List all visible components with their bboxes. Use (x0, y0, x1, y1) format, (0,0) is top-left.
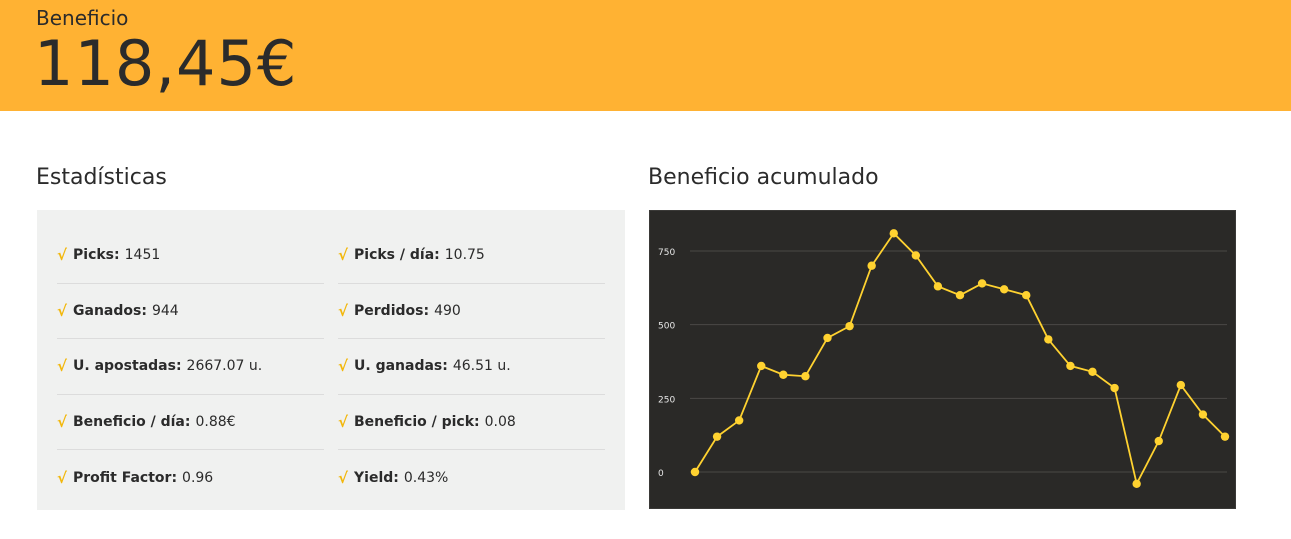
stat-value: 46.51 u. (452, 358, 511, 375)
profit-label: Beneficio (36, 6, 129, 30)
data-point (1198, 410, 1208, 419)
stat-value: 2667.07 u. (186, 358, 263, 375)
stat-label: U. ganadas: (354, 358, 448, 375)
data-point (955, 291, 965, 300)
data-point (1220, 432, 1230, 441)
stat-picks-per-day: √ Picks / día: 10.75 (338, 228, 605, 284)
y-tick-label: 250 (658, 395, 675, 405)
stat-yield: √ Yield: 0.43% (338, 450, 605, 506)
data-point (999, 285, 1009, 294)
stat-value: 10.75 (444, 247, 485, 264)
y-tick-label: 750 (658, 248, 675, 258)
data-point (712, 432, 722, 441)
check-icon: √ (57, 412, 68, 431)
data-point (1154, 436, 1163, 446)
check-icon: √ (338, 468, 349, 487)
stat-value: 0.96 (182, 469, 214, 486)
series-line (694, 231, 1226, 487)
data-point (757, 361, 766, 371)
data-point (1066, 361, 1075, 371)
data-point (867, 261, 876, 270)
stat-profit-factor: √ Profit Factor: 0.96 (57, 450, 324, 506)
stat-label: U. apostadas: (73, 358, 182, 375)
data-point (911, 251, 921, 260)
stat-label: Picks / día: (354, 247, 440, 264)
data-point (1132, 479, 1141, 488)
stats-grid: √ Picks: 1451 √ Picks / día: 10.75 √ Ganados:… (57, 228, 605, 506)
stat-label: Beneficio / día: (73, 413, 191, 430)
check-icon: √ (338, 357, 349, 376)
y-tick-label: 0 (658, 469, 664, 479)
data-point (977, 279, 987, 288)
stat-won: √ Ganados: 944 (57, 284, 324, 339)
stat-value: 0.08 (484, 413, 516, 430)
data-point (1176, 380, 1186, 390)
stat-label: Ganados: (73, 302, 147, 319)
data-point (734, 416, 744, 425)
y-tick-label: 500 (658, 322, 675, 332)
stat-value: 0.43% (403, 469, 449, 486)
cumulative-profit-chart: 0 250 500 750 (649, 210, 1236, 509)
data-point (1022, 291, 1031, 300)
check-icon: √ (338, 412, 349, 431)
check-icon: √ (57, 468, 68, 487)
data-point (779, 370, 788, 379)
data-point (1088, 367, 1097, 377)
stat-label: Yield: (354, 469, 399, 486)
stat-lost: √ Perdidos: 490 (338, 284, 605, 339)
stat-picks: √ Picks: 1451 (57, 228, 324, 284)
data-point (1110, 383, 1119, 393)
stat-value: 944 (151, 302, 179, 319)
stat-label: Beneficio / pick: (354, 413, 480, 430)
data-point (801, 372, 810, 381)
stat-value: 490 (434, 302, 461, 319)
stat-label: Profit Factor: (73, 469, 178, 486)
stat-units-won: √ U. ganadas: 46.51 u. (338, 339, 605, 395)
profit-banner: Beneficio 118,45€ (0, 0, 1291, 111)
stat-value: 1451 (124, 247, 161, 264)
data-point (933, 282, 943, 291)
check-icon: √ (57, 246, 68, 265)
chart-title: Beneficio acumulado (648, 165, 879, 190)
stats-title: Estadísticas (36, 165, 167, 190)
stat-label: Picks: (73, 247, 120, 264)
stat-label: Perdidos: (354, 302, 430, 319)
stat-profit-per-pick: √ Beneficio / pick: 0.08 (338, 395, 605, 450)
stat-profit-per-day: √ Beneficio / día: 0.88€ (57, 395, 324, 450)
data-point (690, 467, 700, 477)
check-icon: √ (338, 301, 349, 320)
check-icon: √ (57, 301, 68, 320)
stats-panel: √ Picks: 1451 √ Picks / día: 10.75 √ Ganados:… (37, 210, 625, 510)
stat-value: 0.88€ (195, 413, 236, 430)
profit-value: 118,45€ (34, 27, 298, 100)
data-point (1044, 335, 1053, 344)
data-point (845, 321, 854, 331)
stat-units-staked: √ U. apostadas: 2667.07 u. (57, 339, 324, 395)
data-point (889, 229, 898, 238)
chart-svg: 0 250 500 750 (658, 229, 1230, 488)
data-point (823, 333, 832, 343)
check-icon: √ (338, 246, 349, 265)
check-icon: √ (57, 357, 68, 376)
